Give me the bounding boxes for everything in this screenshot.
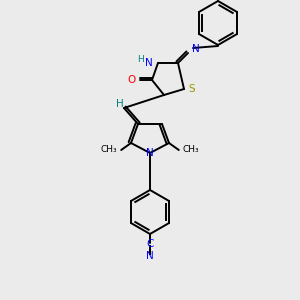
Text: CH₃: CH₃ [100,146,117,154]
Text: N: N [192,44,200,54]
Text: N: N [146,251,154,261]
Text: CH₃: CH₃ [183,146,200,154]
Text: H: H [116,99,124,109]
Text: O: O [128,75,136,85]
Text: N: N [145,58,153,68]
Text: S: S [188,84,195,94]
Text: N: N [146,148,154,158]
Text: H: H [137,56,144,64]
Text: C: C [146,239,154,249]
